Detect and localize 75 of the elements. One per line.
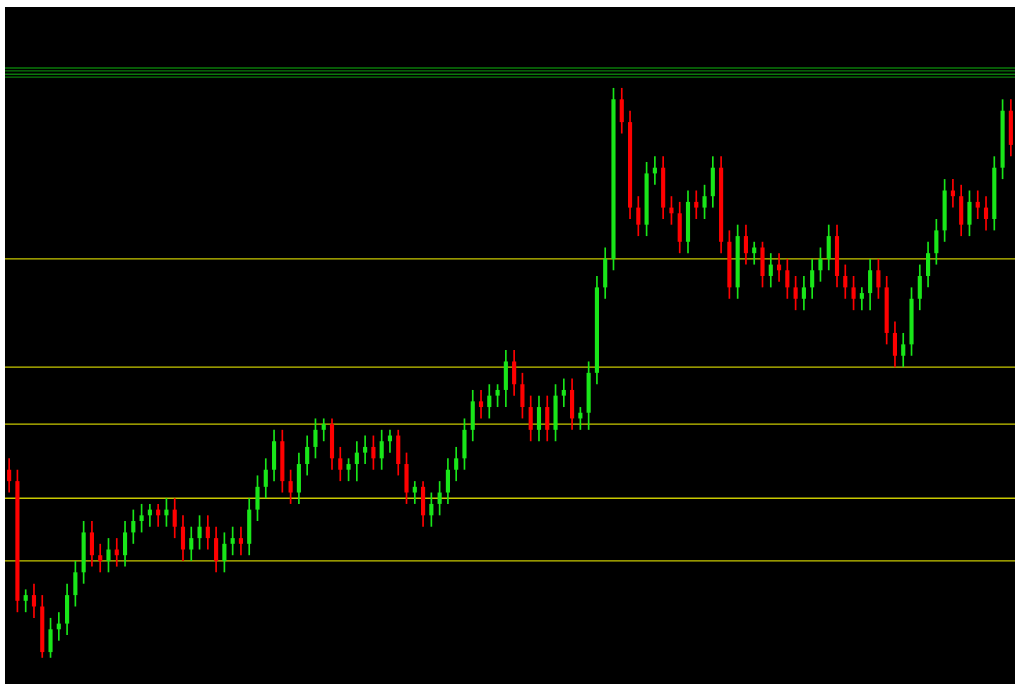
candlestick — [321, 417, 326, 443]
candlestick — [429, 491, 434, 528]
candlestick — [967, 189, 972, 237]
candlestick — [752, 240, 757, 266]
candlestick — [801, 275, 806, 312]
candlestick — [520, 372, 525, 420]
candlestick — [876, 258, 881, 300]
candlestick — [48, 617, 53, 659]
candlestick — [512, 349, 517, 397]
candlestick — [528, 394, 533, 443]
candlestick — [843, 263, 848, 300]
candlestick — [868, 258, 873, 312]
candlestick — [950, 178, 955, 209]
candlestick — [810, 258, 815, 300]
candlestick — [669, 195, 674, 226]
candlestick — [139, 503, 144, 534]
candlestick — [354, 440, 359, 482]
candlestick — [892, 320, 898, 368]
candlestick — [205, 514, 210, 551]
candlestick — [437, 480, 442, 517]
candlestick — [793, 275, 798, 312]
candlestick — [851, 275, 856, 312]
candlestick — [98, 542, 103, 574]
candlestick — [818, 246, 823, 283]
candlestick — [826, 223, 831, 272]
candlestick — [785, 258, 790, 300]
candlestick — [197, 514, 202, 551]
candlestick — [122, 520, 128, 568]
candlestick — [238, 525, 244, 557]
candlestick — [346, 457, 351, 482]
candlestick — [313, 417, 318, 460]
candlestick — [131, 508, 136, 545]
candlestick — [561, 377, 566, 408]
candlestick — [230, 525, 235, 557]
candlestick — [495, 383, 500, 408]
candlestick — [412, 480, 417, 505]
candlestick — [305, 434, 310, 477]
candlestick — [917, 263, 922, 312]
candlestick — [934, 218, 939, 266]
candlestick — [180, 514, 186, 562]
candlestick — [189, 525, 194, 562]
candlestick — [636, 195, 641, 237]
candlestick — [172, 497, 177, 539]
candlestick — [73, 560, 78, 608]
candlestick — [926, 240, 931, 289]
candlestick — [338, 446, 343, 482]
candlestick — [975, 189, 980, 220]
candlestick — [702, 183, 707, 220]
candlestick — [222, 531, 227, 574]
candlestick — [487, 383, 492, 420]
candlestick — [106, 537, 111, 574]
candlestick — [31, 582, 37, 619]
candlestick — [164, 497, 169, 528]
candlestick — [263, 457, 268, 500]
candlestick — [536, 394, 542, 443]
candlestick — [288, 468, 293, 505]
candlestick — [214, 525, 219, 574]
candlestick — [859, 286, 864, 312]
candlestick — [363, 434, 368, 465]
candlestick — [743, 223, 749, 266]
candlestick — [23, 588, 28, 614]
candlestick — [445, 457, 450, 505]
candlestick — [768, 252, 773, 289]
candlestick — [619, 87, 624, 135]
candlestick — [983, 195, 989, 232]
candlestick — [545, 394, 550, 443]
candlestick — [901, 332, 906, 368]
candlestick — [478, 389, 484, 420]
candlestick — [694, 189, 699, 220]
candlestick — [454, 446, 459, 482]
candlestick — [371, 434, 376, 471]
candlestick — [255, 474, 260, 522]
candlestick — [7, 457, 12, 494]
candlestick — [89, 520, 94, 568]
candlestick — [379, 429, 384, 471]
